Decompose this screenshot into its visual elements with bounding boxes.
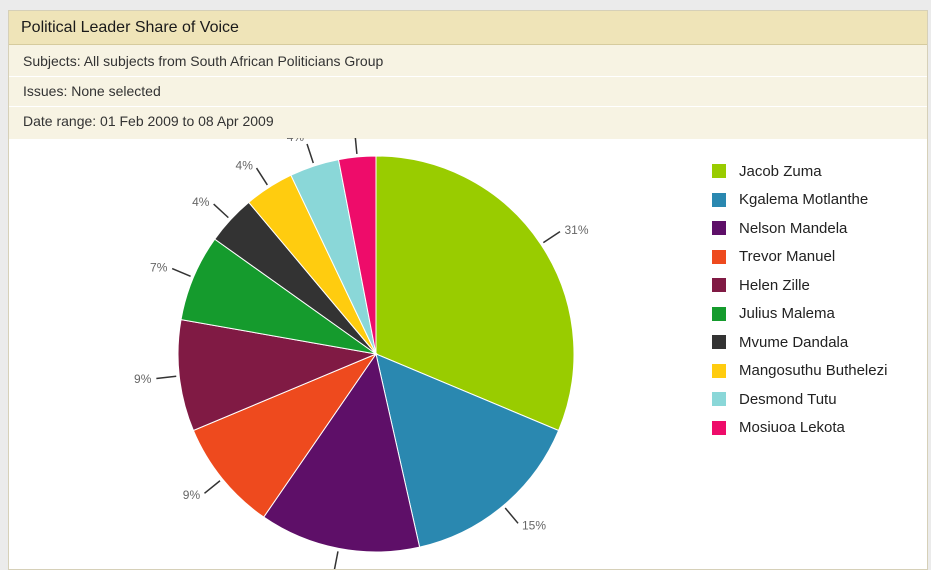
legend-item-desmond-tutu[interactable]: Desmond Tutu [712, 385, 887, 414]
legend-swatch [712, 249, 726, 264]
pie-label-leader [542, 230, 561, 244]
legend-swatch [712, 335, 726, 350]
pie-label-leader [354, 138, 358, 154]
pie-slice-kgalema-motlanthe[interactable] [375, 353, 560, 548]
pie-label-leader [504, 507, 519, 524]
legend-label: Mosiuoa Lekota [739, 419, 845, 437]
pie-label-leader [333, 551, 339, 569]
legend-label: Mvume Dandala [739, 333, 849, 351]
pie-slice-trevor-manuel[interactable] [192, 352, 378, 518]
legend-swatch [712, 164, 726, 179]
report-criteria: Subjects: All subjects from South Africa… [9, 45, 927, 139]
legend-label: Julius Malema [739, 305, 835, 323]
legend-item-mvume-dandala[interactable]: Mvume Dandala [712, 328, 887, 357]
pie-label-leader [255, 167, 268, 186]
pie-label-mangosuthu-buthelezi: 4% [236, 159, 254, 173]
legend-label: Trevor Manuel [739, 248, 836, 266]
legend-swatch [712, 306, 726, 321]
pie-label-helen-zille: 9% [134, 372, 152, 386]
legend-swatch [712, 392, 726, 407]
pie-label-leader [156, 375, 177, 380]
legend-label: Mangosuthu Buthelezi [739, 362, 888, 380]
legend-item-nelson-mandela[interactable]: Nelson Mandela [712, 214, 887, 243]
share-of-voice-panel: Political Leader Share of Voice Subjects… [8, 10, 928, 570]
legend-label: Desmond Tutu [739, 390, 837, 408]
pie-slice-nelson-mandela[interactable] [263, 352, 421, 553]
pie-label-leader [306, 143, 314, 164]
legend-label: Nelson Mandela [739, 219, 848, 237]
legend-item-mosiuoa-lekota[interactable]: Mosiuoa Lekota [712, 414, 887, 443]
pie-label-trevor-manuel: 9% [183, 488, 201, 502]
legend-label: Helen Zille [739, 276, 810, 294]
pie-label-leader [203, 480, 221, 494]
pie-label-mvume-dandala: 4% [192, 195, 210, 209]
legend-item-trevor-manuel[interactable]: Trevor Manuel [712, 243, 887, 272]
legend-swatch [712, 278, 726, 293]
legend-swatch [712, 192, 726, 207]
pie-label-leader [213, 203, 229, 219]
legend-label: Kgalema Motlanthe [739, 191, 869, 209]
pie-label-kgalema-motlanthe: 15% [522, 519, 546, 533]
issues-line: Issues: None selected [9, 77, 927, 107]
legend-item-mangosuthu-buthelezi[interactable]: Mangosuthu Buthelezi [712, 357, 887, 386]
pie-slice-jacob-zuma[interactable] [375, 155, 575, 432]
legend-item-helen-zille[interactable]: Helen Zille [712, 271, 887, 300]
legend-item-jacob-zuma[interactable]: Jacob Zuma [712, 157, 887, 186]
pie-label-desmond-tutu: 4% [287, 138, 305, 144]
date-range-line: Date range: 01 Feb 2009 to 08 Apr 2009 [23, 113, 274, 129]
pie-label-jacob-zuma: 31% [564, 223, 588, 237]
chart-legend: Jacob Zuma Kgalema Motlanthe Nelson Mandel… [712, 157, 887, 442]
legend-item-julius-malema[interactable]: Julius Malema [712, 300, 887, 329]
legend-swatch [712, 363, 726, 378]
legend-swatch [712, 420, 726, 435]
pie-label-julius-malema: 7% [150, 260, 168, 274]
pie-chart-area: 31%15%13%9%9%7%4%4%4%3% Jacob ZumaKgalem… [9, 138, 927, 569]
panel-title: Political Leader Share of Voice [9, 11, 927, 45]
pie-chart: 31%15%13%9%9%7%4%4%4%3% [134, 138, 589, 569]
subjects-line: Subjects: All subjects from South Africa… [9, 47, 927, 77]
pie-slice-mosiuoa-lekota[interactable] [337, 155, 377, 355]
legend-item-kgalema-motlanthe[interactable]: Kgalema Motlanthe [712, 186, 887, 215]
pie-slice-helen-zille[interactable] [177, 319, 378, 432]
pie-label-leader [171, 267, 191, 278]
legend-swatch [712, 221, 726, 236]
legend-label: Jacob Zuma [739, 162, 822, 180]
